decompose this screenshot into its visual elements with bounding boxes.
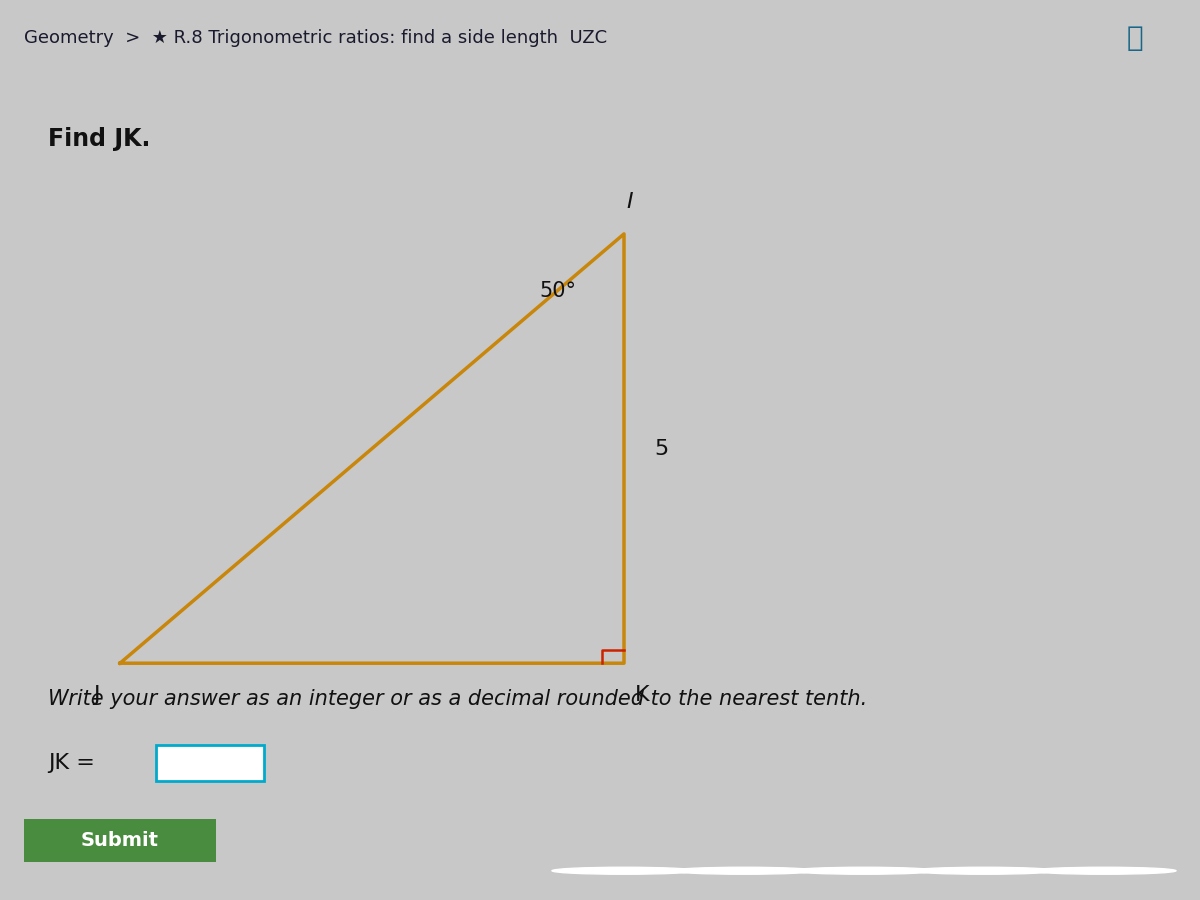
Text: I: I — [626, 193, 634, 212]
Text: 🏆: 🏆 — [1127, 24, 1144, 52]
Circle shape — [792, 868, 936, 874]
Circle shape — [552, 868, 696, 874]
Text: Geometry  >  ★ R.8 Trigonometric ratios: find a side length  UZC: Geometry > ★ R.8 Trigonometric ratios: f… — [24, 29, 607, 47]
Text: Find JK.: Find JK. — [48, 127, 150, 150]
FancyBboxPatch shape — [156, 745, 264, 781]
Text: Submit: Submit — [82, 831, 158, 850]
Text: Write your answer as an integer or as a decimal rounded to the nearest tenth.: Write your answer as an integer or as a … — [48, 689, 868, 709]
Text: 5: 5 — [654, 438, 668, 459]
Circle shape — [672, 868, 816, 874]
Text: JK =: JK = — [48, 753, 95, 773]
Text: K: K — [635, 685, 649, 705]
Text: 50°: 50° — [540, 281, 576, 302]
Circle shape — [1032, 868, 1176, 874]
Text: J: J — [92, 685, 100, 705]
Circle shape — [912, 868, 1056, 874]
FancyBboxPatch shape — [24, 819, 216, 862]
